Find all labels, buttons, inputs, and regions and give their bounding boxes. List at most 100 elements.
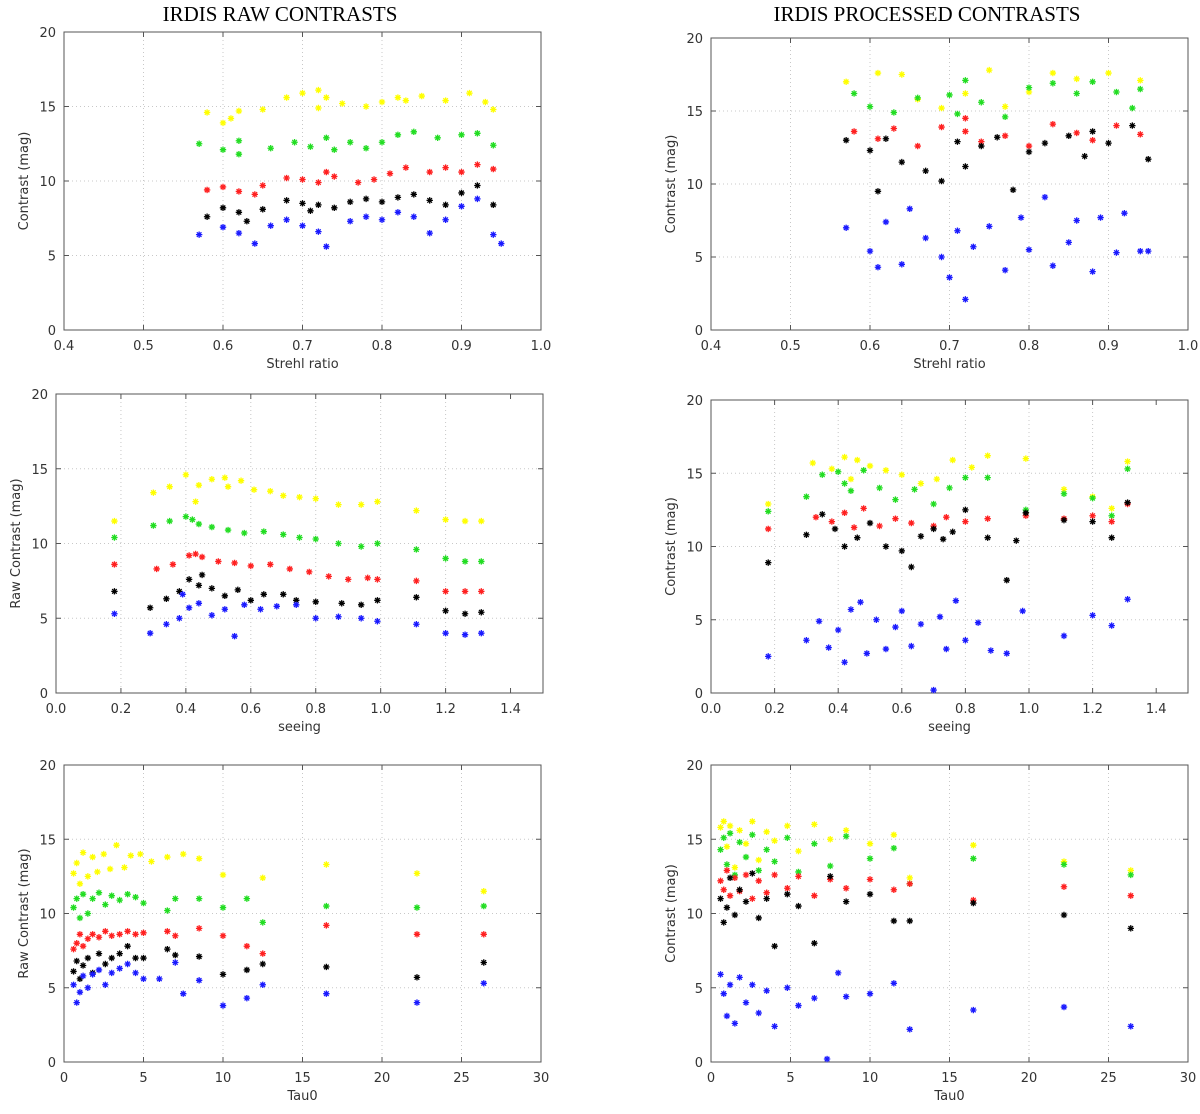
data-point-blue — [1121, 210, 1128, 217]
data-point-green — [150, 522, 157, 529]
data-point-yellow — [827, 836, 834, 843]
data-point-black — [293, 597, 300, 604]
data-point-blue — [1017, 214, 1025, 221]
data-point-blue — [498, 240, 505, 247]
series-blue — [765, 596, 1131, 694]
y-axis-label: Contrast (mag) — [664, 135, 679, 234]
data-point-black — [490, 201, 497, 209]
data-point-blue — [1089, 612, 1096, 619]
data-point-black — [978, 142, 985, 150]
data-point-blue — [221, 606, 229, 613]
data-point-yellow — [882, 467, 890, 474]
data-point-yellow — [874, 69, 882, 77]
series-red — [717, 867, 1134, 904]
data-point-blue — [1060, 1003, 1068, 1011]
data-point-red — [890, 125, 898, 132]
data-point-red — [841, 509, 848, 517]
x-tick-label: 1.0 — [1019, 702, 1040, 717]
data-point-green — [280, 531, 287, 538]
data-point-blue — [357, 615, 365, 622]
data-point-red — [231, 559, 238, 567]
data-point-blue — [835, 626, 842, 634]
data-point-yellow — [749, 818, 756, 825]
data-point-black — [1025, 148, 1033, 156]
data-point-blue — [76, 989, 84, 996]
data-point-blue — [890, 980, 898, 987]
series-black — [70, 942, 487, 983]
data-point-green — [102, 901, 109, 908]
data-point-blue — [185, 604, 193, 611]
data-point-red — [299, 176, 306, 183]
chart-raw-strehl: 0.4 0.5 0.6 0.7 0.8 0.9 1.0 0 5 10 15 20 Strehl rati… — [17, 26, 551, 372]
x-tick-label: 0.4 — [176, 702, 197, 717]
data-point-blue — [842, 993, 850, 1000]
data-point-yellow — [221, 474, 229, 481]
series-blue — [111, 591, 485, 640]
data-point-black — [132, 954, 139, 962]
y-tick-label: 5 — [40, 612, 48, 627]
data-point-yellow — [461, 517, 469, 525]
data-point-black — [185, 576, 193, 583]
data-point-green — [1108, 512, 1115, 519]
data-point-blue — [273, 603, 280, 610]
data-point-red — [765, 525, 772, 533]
y-tick-label: 15 — [31, 463, 48, 478]
data-point-yellow — [795, 847, 802, 855]
data-point-red — [315, 179, 322, 186]
data-point-yellow — [784, 822, 791, 830]
data-point-yellow — [280, 492, 287, 499]
data-point-black — [140, 954, 147, 962]
x-tick-label: 10 — [862, 1071, 879, 1086]
data-point-black — [331, 204, 338, 212]
data-point-blue — [1060, 632, 1068, 640]
data-point-black — [1065, 132, 1072, 140]
data-point-green — [172, 895, 179, 902]
data-point-red — [374, 576, 381, 583]
data-point-red — [164, 928, 171, 935]
y-tick-label: 20 — [39, 26, 56, 41]
data-point-yellow — [490, 106, 497, 113]
data-point-red — [426, 168, 433, 176]
data-point-green — [357, 543, 365, 550]
data-point-black — [1089, 128, 1096, 135]
data-point-green — [73, 895, 80, 902]
data-point-black — [906, 917, 913, 925]
data-point-yellow — [413, 507, 420, 514]
data-point-yellow — [224, 483, 232, 490]
data-point-black — [247, 597, 254, 604]
x-tick-label: 0.8 — [305, 702, 326, 717]
data-point-red — [726, 892, 734, 899]
data-point-red — [943, 514, 950, 521]
data-point-yellow — [164, 853, 171, 861]
data-point-blue — [898, 261, 905, 268]
data-point-red — [962, 128, 969, 135]
data-point-yellow — [100, 850, 107, 858]
data-point-yellow — [315, 86, 322, 94]
data-point-black — [172, 951, 179, 959]
data-point-green — [235, 137, 243, 144]
data-point-red — [828, 518, 836, 525]
data-point-yellow — [482, 98, 489, 106]
data-point-blue — [882, 218, 890, 226]
series-black — [717, 870, 1134, 950]
data-point-green — [70, 904, 77, 911]
y-tick-label: 20 — [686, 394, 703, 409]
data-point-blue — [283, 216, 290, 223]
data-point-blue — [1025, 246, 1033, 253]
data-point-green — [946, 484, 953, 492]
data-point-blue — [763, 987, 770, 994]
y-tick-label: 5 — [695, 251, 703, 266]
data-point-black — [831, 525, 839, 533]
data-point-green — [962, 77, 969, 84]
data-point-black — [1013, 537, 1020, 544]
data-point-red — [402, 164, 410, 171]
series-black — [842, 122, 1152, 195]
data-point-red — [978, 138, 985, 145]
data-point-yellow — [374, 498, 381, 505]
x-tick-label: 15 — [294, 1071, 311, 1086]
data-point-black — [474, 182, 481, 189]
data-point-blue — [259, 981, 266, 988]
x-tick-label: 0 — [707, 1071, 715, 1086]
data-point-blue — [267, 222, 274, 229]
